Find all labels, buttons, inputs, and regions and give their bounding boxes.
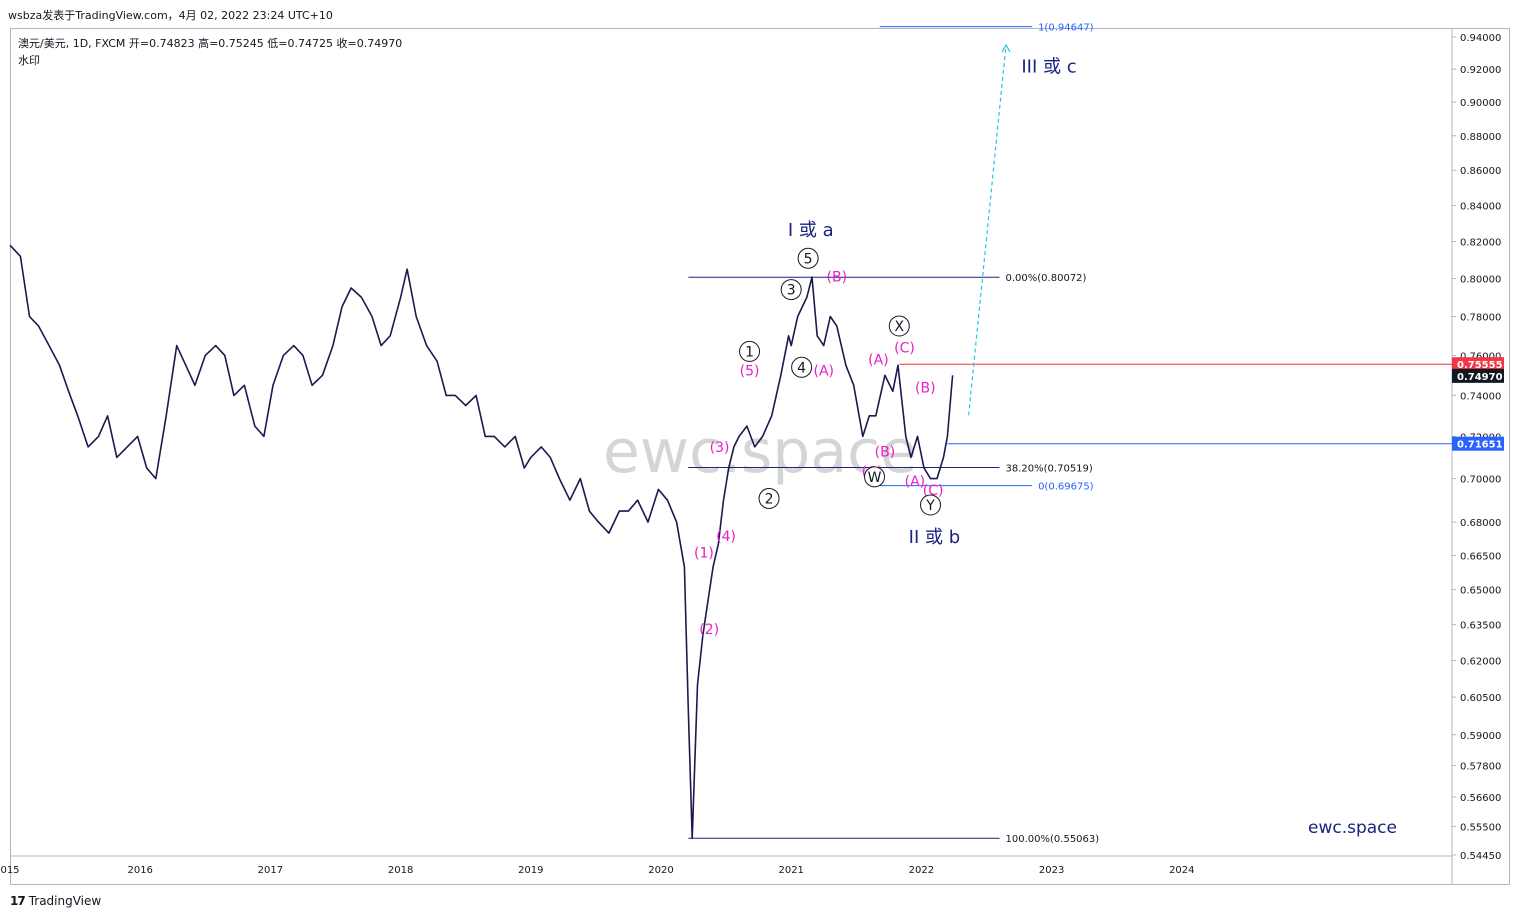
wave-label-minor: (1) — [694, 546, 714, 562]
publish-info: wsbza发表于TradingView.com，4月 02, 2022 23:2… — [8, 9, 333, 22]
wave-circle-icon — [739, 340, 761, 362]
x-tick-label: 015 — [0, 865, 19, 876]
x-tick-label: 2020 — [648, 865, 673, 876]
price-tag — [1452, 368, 1504, 383]
wave-label-minor: (A) — [868, 352, 889, 368]
wave-label-minor: (A) — [813, 363, 834, 379]
wave-label-minor: (2) — [699, 622, 719, 638]
y-tick-label: 0.59000 — [1460, 731, 1501, 742]
wave-label-minor: (4) — [716, 529, 736, 545]
y-tick-label: 0.66500 — [1460, 551, 1501, 562]
wave-label-circled: X — [894, 319, 904, 335]
y-tick-label: 0.60500 — [1460, 693, 1501, 704]
price-line — [9, 244, 954, 840]
arrow-head-icon — [1001, 43, 1011, 53]
tradingview-logo-icon: 17 — [10, 894, 26, 908]
chart-frame[interactable] — [10, 28, 1510, 885]
y-tick-label: 0.76000 — [1460, 351, 1501, 362]
y-tick-label: 0.88000 — [1460, 132, 1501, 143]
wave-circle-icon — [780, 279, 802, 301]
wave-label-minor: (C) — [923, 483, 944, 499]
fib-level-label: 38.20%(0.70519) — [1006, 464, 1093, 475]
x-tick-label: 2016 — [127, 865, 152, 876]
x-tick-label: 2018 — [388, 865, 413, 876]
wave-label-minor: (A) — [905, 474, 926, 490]
y-tick-label: 0.63500 — [1460, 621, 1501, 632]
watermark-label: 水印 — [18, 54, 40, 67]
wave-label-minor: (B) — [827, 269, 848, 285]
brand-label: ewc.space — [1308, 818, 1397, 838]
wave-label-minor: (C) — [894, 340, 915, 356]
y-tick-label: 0.65000 — [1460, 586, 1501, 597]
wave-label-minor: (B) — [875, 444, 896, 460]
fib-ext-label: 1(0.94647) — [1038, 23, 1094, 34]
x-tick-label: 2021 — [778, 865, 803, 876]
wave-label-circled: 2 — [765, 491, 774, 507]
y-tick-label: 0.62000 — [1460, 656, 1501, 667]
y-tick-label: 0.54450 — [1460, 851, 1501, 862]
y-tick-label: 0.90000 — [1460, 98, 1501, 109]
y-tick-label: 0.84000 — [1460, 201, 1501, 212]
x-tick-label: 2019 — [518, 865, 543, 876]
price-tag — [1452, 357, 1504, 372]
wave-circle-icon — [758, 487, 780, 509]
projection-arrow — [968, 44, 1007, 416]
wave-circle-icon — [864, 466, 886, 488]
wave-label-major: I 或 a — [788, 220, 834, 241]
footer-branding[interactable]: 17 TradingView — [10, 894, 101, 908]
x-tick-label: 2024 — [1169, 865, 1194, 876]
y-tick-label: 0.78000 — [1460, 312, 1501, 323]
wave-label-circled: 5 — [804, 251, 813, 267]
y-tick-label: 0.56600 — [1460, 793, 1501, 804]
wave-label-circled: 4 — [797, 360, 806, 376]
price-tag-label: 0.75555 — [1457, 360, 1503, 371]
symbol-legend[interactable]: 澳元/美元, 1D, FXCM 开=0.74823 高=0.75245 低=0.… — [18, 37, 403, 50]
price-tag-label: 0.71651 — [1457, 440, 1503, 451]
y-tick-label: 0.80000 — [1460, 275, 1501, 286]
wave-circle-icon — [797, 247, 819, 269]
wave-circle-icon — [920, 494, 942, 516]
wave-label-major: II 或 b — [909, 527, 961, 548]
wave-label-circled: Y — [925, 498, 935, 514]
y-tick-label: 0.70000 — [1460, 475, 1501, 486]
fib-level-label: 100.00%(0.55063) — [1006, 834, 1100, 845]
wave-label-circled: 1 — [745, 344, 754, 360]
wave-label-major: III 或 c — [1021, 56, 1076, 77]
fib-ext-label: 0(0.69675) — [1038, 482, 1094, 493]
y-tick-label: 0.57800 — [1460, 762, 1501, 773]
wave-label-circled: W — [868, 470, 882, 486]
y-tick-label: 0.86000 — [1460, 166, 1501, 177]
wave-label-minor: (5) — [740, 363, 760, 379]
y-tick-label: 0.94000 — [1460, 33, 1501, 44]
wave-label-circled: 3 — [787, 283, 796, 299]
y-tick-label: 0.74000 — [1460, 391, 1501, 402]
wave-circle-icon — [888, 315, 910, 337]
fib-level-label: 0.00%(0.80072) — [1006, 273, 1087, 284]
y-tick-label: 0.92000 — [1460, 65, 1501, 76]
price-tag-label: 0.74970 — [1457, 372, 1503, 383]
x-tick-label: 2023 — [1039, 865, 1064, 876]
wave-circle-icon — [791, 356, 813, 378]
tradingview-brand: TradingView — [28, 894, 102, 908]
y-tick-label: 0.68000 — [1460, 518, 1501, 529]
y-tick-label: 0.82000 — [1460, 238, 1501, 249]
y-tick-label: 0.55500 — [1460, 822, 1501, 833]
x-tick-label: 2022 — [909, 865, 934, 876]
x-tick-label: 2017 — [258, 865, 283, 876]
price-tag — [1452, 436, 1504, 451]
wave-label-minor: (3) — [710, 440, 730, 456]
wave-label-minor: (B) — [915, 380, 936, 396]
